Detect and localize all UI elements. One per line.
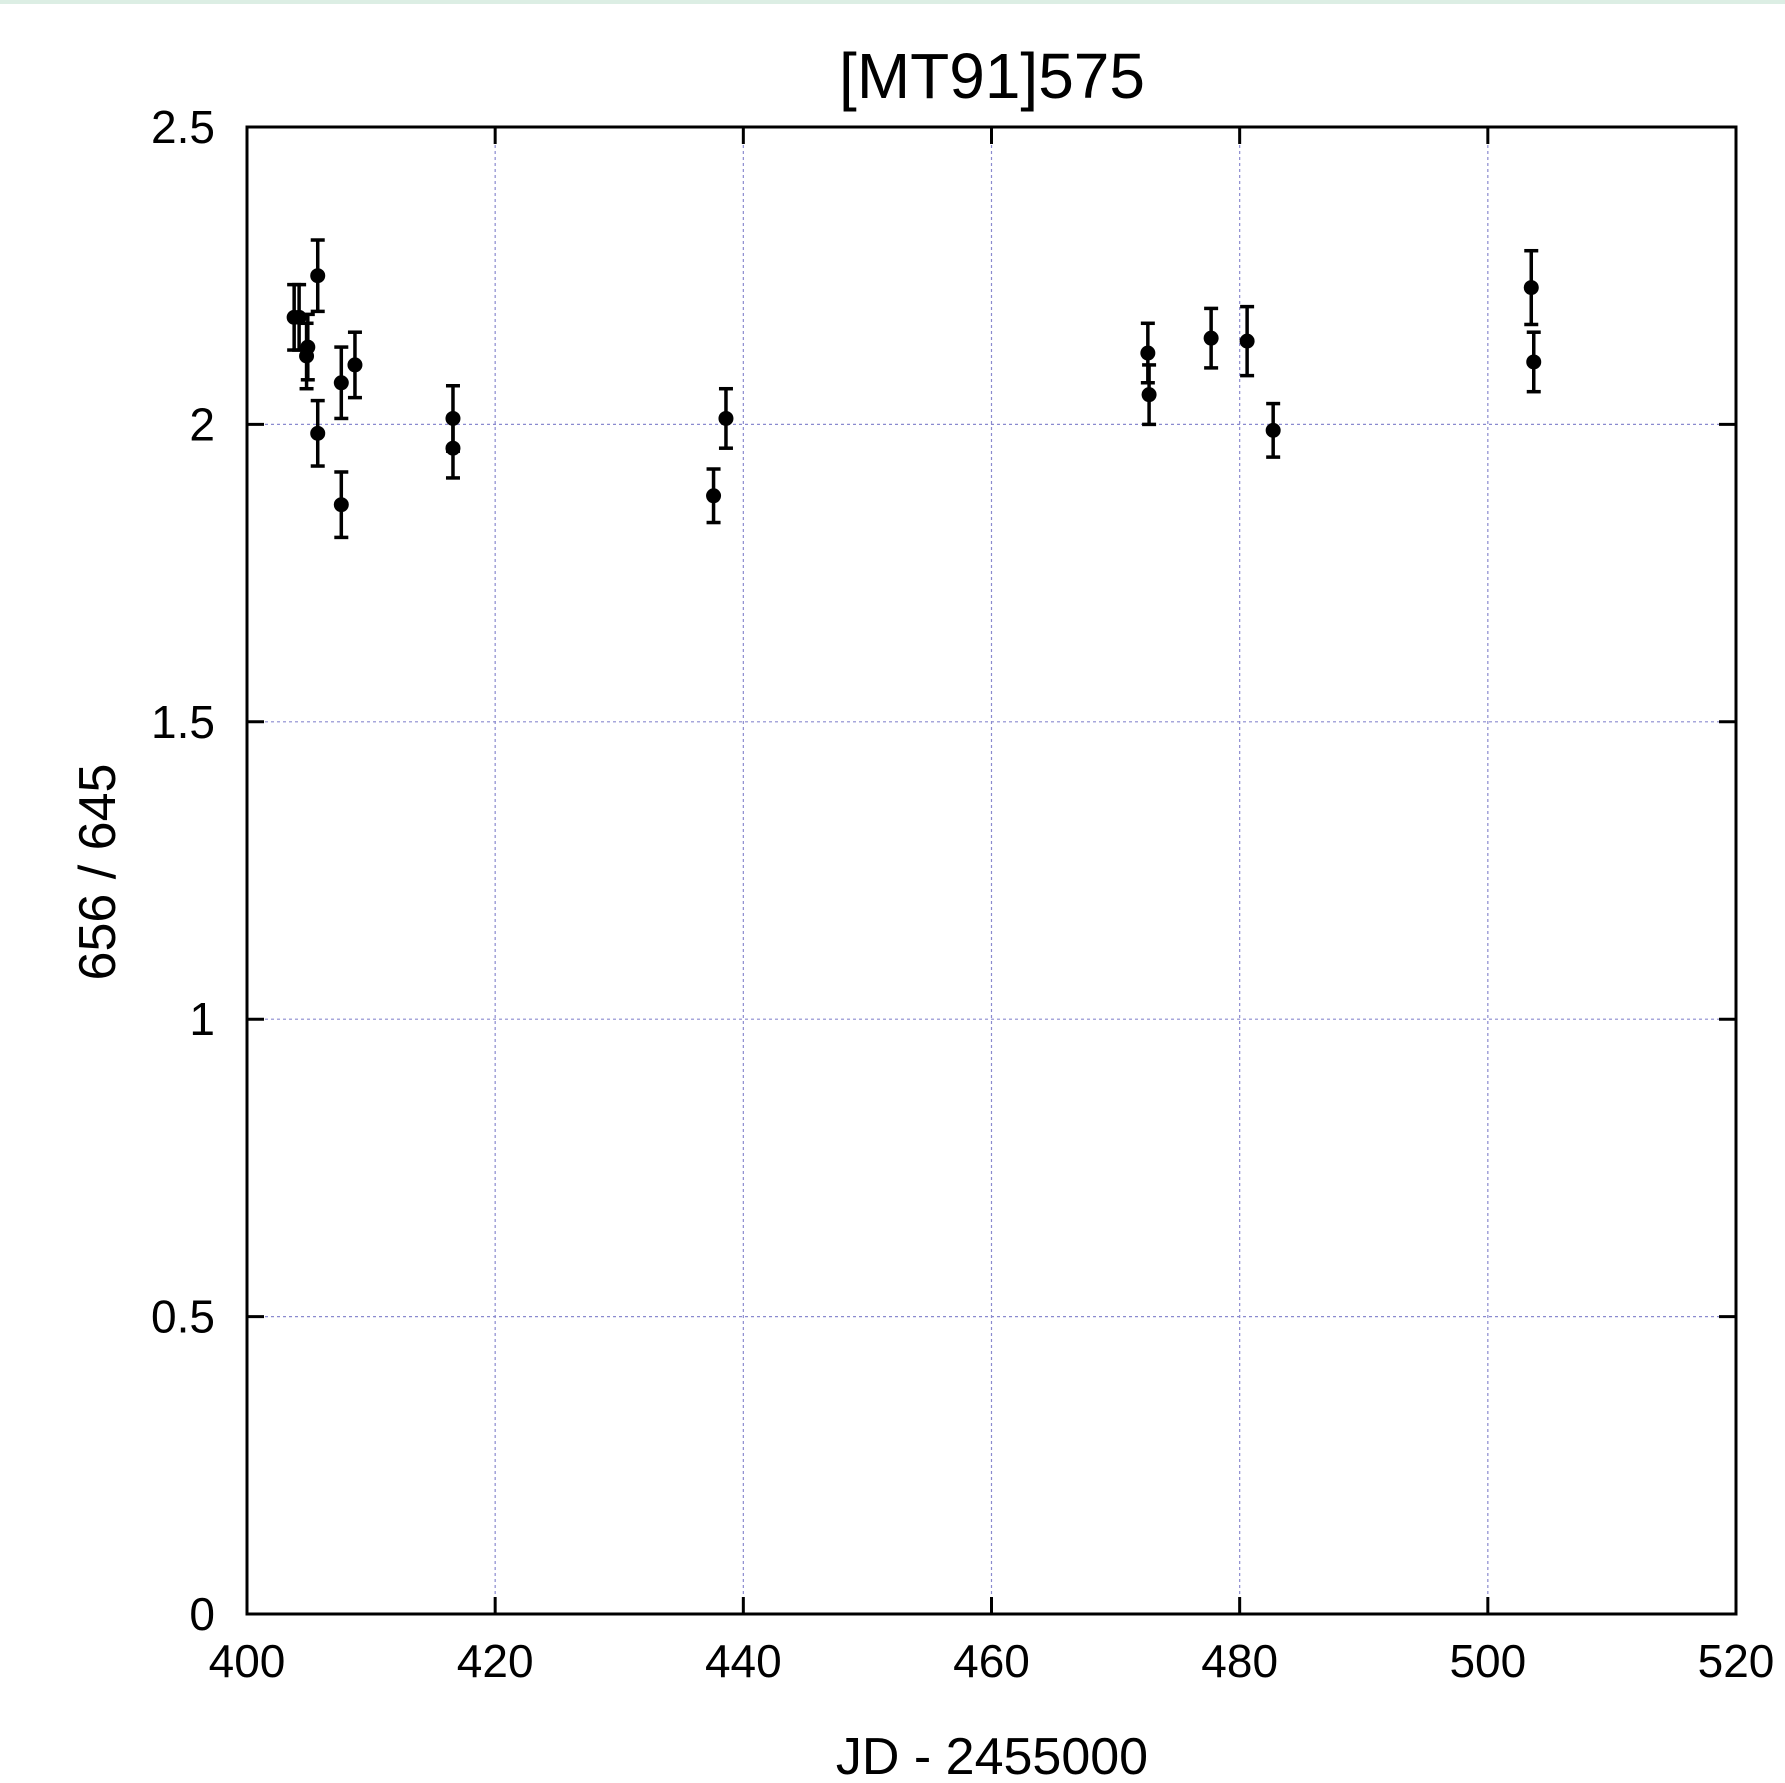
y-tick-label: 2.5 [151, 101, 215, 153]
data-point [1141, 363, 1157, 427]
x-tick-label: 460 [953, 1635, 1030, 1687]
y-axis-label: 656 / 645 [69, 764, 127, 981]
plot-frame [245, 125, 1738, 1616]
data-marker [1239, 333, 1255, 349]
data-point [347, 330, 363, 400]
x-tick-label: 420 [457, 1635, 534, 1687]
x-tick-labels: 400 420 440 460 480 500 520 [209, 1635, 1775, 1687]
data-point [291, 282, 307, 352]
data-point [1265, 401, 1281, 459]
top-border [0, 0, 1785, 4]
x-tick-label: 500 [1449, 1635, 1526, 1687]
data-marker [310, 268, 326, 284]
data-marker [1203, 330, 1219, 346]
data-marker [310, 425, 326, 441]
data-marker [706, 488, 722, 504]
y-tick-label: 0 [189, 1588, 215, 1640]
data-point [333, 470, 349, 540]
data-point [310, 238, 326, 314]
data-marker [1141, 387, 1157, 403]
data-marker [718, 410, 734, 426]
x-tick-label: 480 [1201, 1635, 1278, 1687]
data-point [1523, 248, 1539, 327]
data-points [286, 238, 1542, 540]
x-tick-label: 520 [1698, 1635, 1775, 1687]
x-tick-label: 440 [705, 1635, 782, 1687]
data-point [299, 321, 315, 391]
data-point [445, 416, 461, 480]
data-point [333, 345, 349, 421]
y-tick-label: 2 [189, 398, 215, 450]
data-marker [333, 375, 349, 391]
x-axis-label: JD - 2455000 [836, 1728, 1148, 1783]
data-marker [333, 497, 349, 513]
data-marker [1526, 354, 1542, 370]
data-marker [347, 357, 363, 373]
data-point [1239, 304, 1255, 378]
data-point [1526, 330, 1542, 394]
data-marker [1265, 422, 1281, 438]
y-tick-labels: 0 0.5 1 1.5 2 2.5 [151, 101, 215, 1640]
data-point [310, 398, 326, 468]
data-point [718, 386, 734, 450]
data-marker [1140, 345, 1156, 361]
data-marker [445, 440, 461, 456]
grid-lines [247, 127, 1736, 1614]
x-tick-label: 400 [209, 1635, 286, 1687]
data-marker [299, 348, 315, 364]
chart-title: [MT91]575 [839, 40, 1145, 112]
data-marker [1523, 280, 1539, 296]
y-tick-label: 0.5 [151, 1291, 215, 1343]
data-point [706, 467, 722, 525]
y-tick-label: 1.5 [151, 696, 215, 748]
data-point [1203, 306, 1219, 370]
y-tick-label: 1 [189, 993, 215, 1045]
